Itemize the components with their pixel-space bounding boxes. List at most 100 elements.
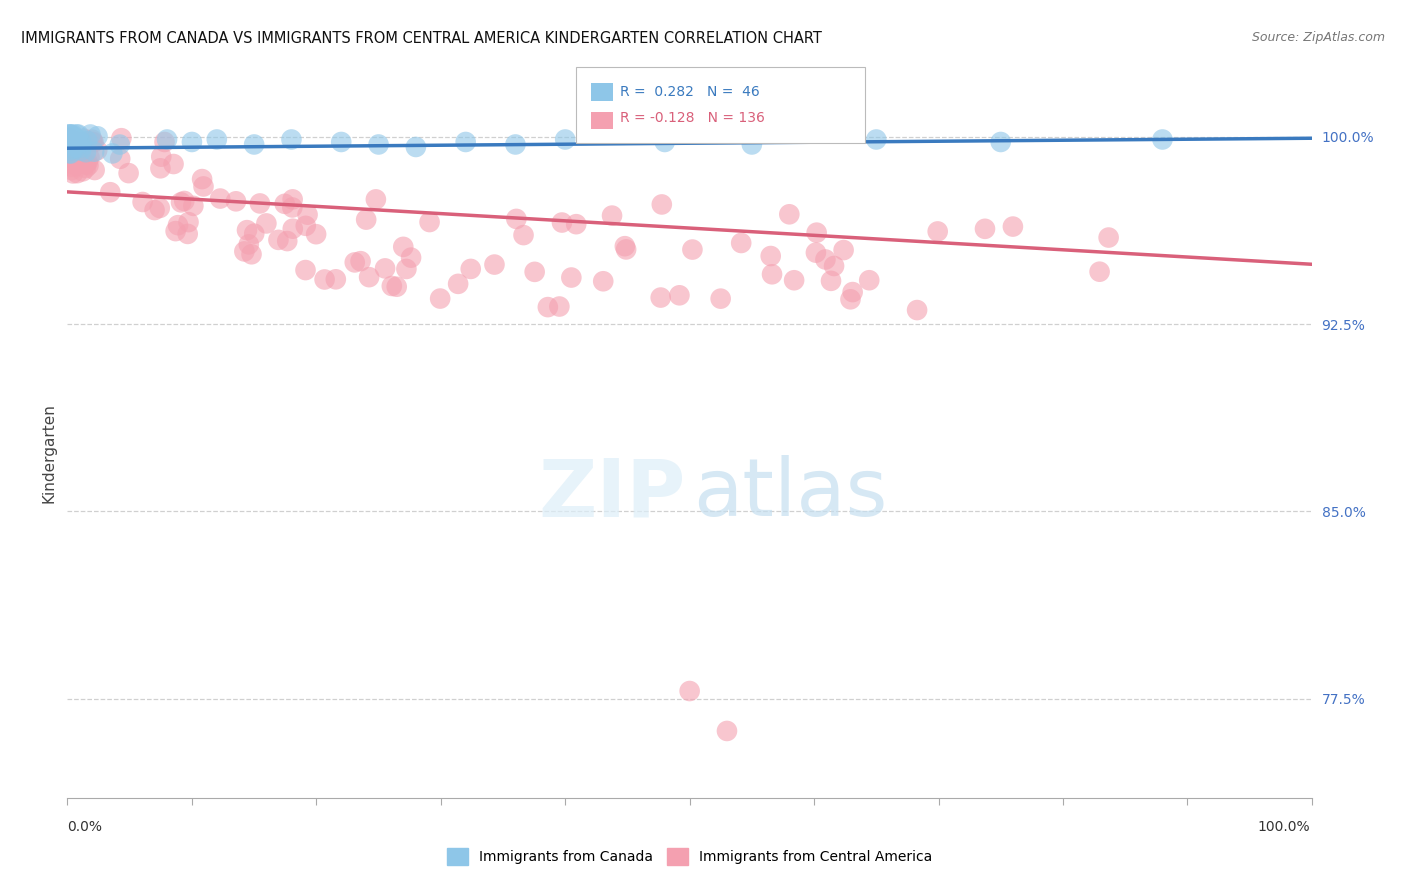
Point <box>60 136 83 151</box>
Legend: Immigrants from Canada, Immigrants from Central America: Immigrants from Canada, Immigrants from … <box>441 843 938 871</box>
Point <box>98 185 121 199</box>
Point <box>841 285 863 299</box>
Point <box>63 130 86 145</box>
Point <box>143 203 166 218</box>
Point <box>681 243 703 257</box>
Point <box>58 139 80 153</box>
Point <box>58 147 80 161</box>
Point <box>67 128 90 142</box>
Point <box>62 128 84 142</box>
Point <box>72 164 94 178</box>
Point <box>67 132 90 146</box>
Point <box>554 132 576 146</box>
Point <box>86 129 108 144</box>
Point <box>927 224 949 238</box>
Point <box>150 150 173 164</box>
Point <box>974 222 997 236</box>
Point <box>990 135 1012 149</box>
Point <box>70 140 93 154</box>
Point <box>62 136 84 150</box>
Point <box>58 142 80 156</box>
Point <box>62 160 84 174</box>
Point <box>65 140 87 154</box>
Text: R =  0.282   N =  46: R = 0.282 N = 46 <box>620 85 759 99</box>
Point <box>281 193 304 207</box>
Point <box>170 195 193 210</box>
Point <box>823 259 845 273</box>
Point <box>62 147 84 161</box>
Point <box>177 227 200 241</box>
Point <box>149 161 172 176</box>
Point <box>276 234 298 248</box>
Text: Source: ZipAtlas.com: Source: ZipAtlas.com <box>1251 31 1385 45</box>
Text: R = -0.128   N = 136: R = -0.128 N = 136 <box>620 112 765 126</box>
Point <box>294 219 316 233</box>
Point <box>58 132 80 146</box>
Point <box>183 199 205 213</box>
Point <box>654 135 676 149</box>
Point <box>305 227 328 242</box>
Point <box>1088 265 1111 279</box>
Point <box>512 228 534 243</box>
Text: 100.0%: 100.0% <box>1258 821 1310 834</box>
Point <box>679 684 702 698</box>
Point <box>349 254 371 268</box>
Point <box>243 137 266 152</box>
Point <box>59 134 82 148</box>
Point <box>858 273 880 287</box>
Point <box>839 293 862 307</box>
Point <box>294 263 316 277</box>
Point <box>505 211 527 226</box>
Point <box>613 239 636 253</box>
Point <box>254 216 277 230</box>
Point <box>101 146 124 161</box>
Point <box>325 272 347 286</box>
Point <box>343 255 366 269</box>
Text: ZIP: ZIP <box>538 455 686 533</box>
Point <box>651 197 673 211</box>
Point <box>167 218 190 232</box>
Point <box>58 128 80 142</box>
Point <box>447 277 470 291</box>
Point <box>1097 230 1119 244</box>
Point <box>59 151 82 165</box>
Point <box>66 166 89 180</box>
Text: atlas: atlas <box>693 455 887 533</box>
Point <box>804 245 827 260</box>
Point <box>267 233 290 247</box>
Point <box>905 303 928 318</box>
Point <box>314 272 336 286</box>
Point <box>367 137 389 152</box>
Y-axis label: Kindergarten: Kindergarten <box>41 403 56 502</box>
Point <box>249 196 271 211</box>
Point <box>165 224 187 238</box>
Point <box>60 163 83 178</box>
Point <box>484 258 506 272</box>
Point <box>65 158 87 172</box>
Point <box>730 235 752 250</box>
Point <box>281 221 304 235</box>
Point <box>364 193 387 207</box>
Point <box>716 723 738 738</box>
Point <box>70 144 93 158</box>
Point <box>60 145 83 160</box>
Point <box>75 157 97 171</box>
Point <box>59 144 82 158</box>
Point <box>865 132 887 146</box>
Point <box>814 252 837 267</box>
Point <box>505 137 527 152</box>
Point <box>551 215 574 229</box>
Point <box>783 273 806 287</box>
Point <box>59 136 82 151</box>
Point <box>180 135 202 149</box>
Point <box>274 197 297 211</box>
Point <box>58 142 80 156</box>
Point <box>710 292 733 306</box>
Point <box>62 142 84 156</box>
Point <box>108 152 131 166</box>
Point <box>156 132 179 146</box>
Point <box>60 135 83 149</box>
Point <box>460 261 482 276</box>
Point <box>76 134 98 148</box>
Point <box>650 291 672 305</box>
